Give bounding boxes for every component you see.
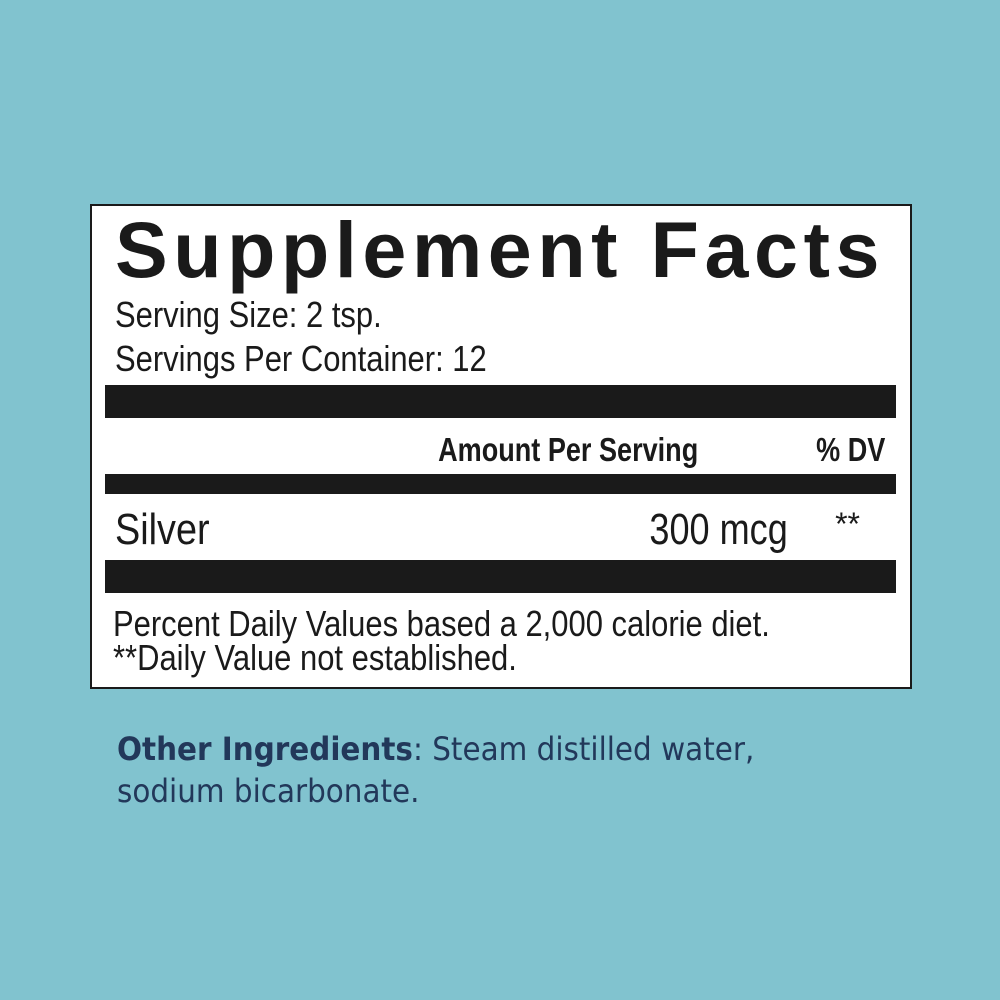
divider-bar [105, 560, 896, 593]
nutrient-amount: 300 mcg [649, 505, 788, 554]
supplement-facts-panel: Supplement Facts Serving Size: 2 tsp. Se… [90, 204, 912, 689]
footnote-not-established: **Daily Value not established. [113, 637, 517, 678]
other-ingredients: Other Ingredients: Steam distilled water… [117, 728, 754, 812]
other-ingredients-line1: Steam distilled water, [432, 730, 755, 768]
footnote-dv: Percent Daily Values based a 2,000 calor… [113, 603, 770, 644]
nutrient-name: Silver [115, 505, 210, 554]
other-ingredients-line2: sodium bicarbonate. [117, 772, 420, 810]
divider-bar [105, 385, 896, 418]
serving-size: Serving Size: 2 tsp. [115, 294, 382, 335]
other-ingredients-separator: : [412, 730, 433, 768]
nutrient-dv: ** [835, 506, 860, 542]
column-header-dv: % DV [815, 431, 885, 468]
divider-bar [105, 474, 896, 494]
servings-per-container: Servings Per Container: 12 [115, 338, 487, 379]
panel-title: Supplement Facts [115, 205, 886, 294]
other-ingredients-label: Other Ingredients [117, 730, 413, 768]
column-header-amount: Amount Per Serving [437, 431, 698, 468]
